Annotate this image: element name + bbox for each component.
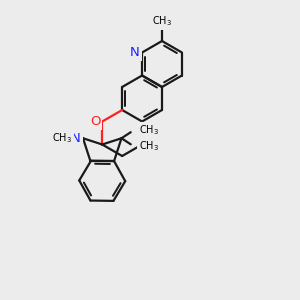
Text: N: N (130, 46, 140, 59)
Text: CH$_3$: CH$_3$ (52, 131, 72, 145)
Text: O: O (90, 115, 101, 128)
Text: CH$_3$: CH$_3$ (152, 14, 172, 28)
Text: CH$_3$: CH$_3$ (139, 123, 159, 137)
Text: CH$_3$: CH$_3$ (139, 140, 159, 153)
Text: N: N (145, 138, 155, 151)
Text: N: N (71, 132, 81, 145)
